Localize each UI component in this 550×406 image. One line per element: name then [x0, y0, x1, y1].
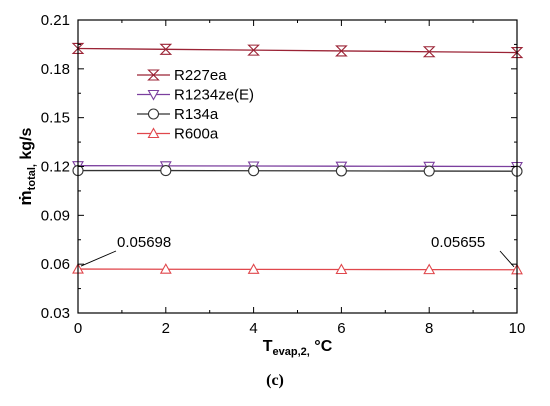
data-point-r134a	[160, 165, 172, 177]
y-axis-label-main: ṁ	[16, 190, 35, 205]
data-point-r134a	[423, 165, 435, 177]
x-tick-label: 2	[162, 320, 170, 337]
y-tick-label: 0.18	[41, 61, 70, 78]
y-tick-label: 0.21	[41, 12, 70, 29]
line-chart: 0 2 4 6 8 10 0.03 0.06 0.09 0.12 0.15 0.18 0.21 0.05…	[16, 12, 526, 358]
data-point-r134a	[335, 165, 347, 177]
x-axis-label: Tevap,2, °C	[263, 338, 333, 358]
y-tick-label: 0.09	[41, 207, 70, 224]
annotation-layer: 0.05698 0.05655	[80, 234, 515, 268]
series-line-r1234ze-e	[77, 165, 518, 168]
annotation-leader-end	[499, 250, 515, 268]
tick-layer: 0 2 4 6 8 10 0.03 0.06 0.09 0.12 0.15 0.18 0.21	[41, 12, 526, 337]
series-line-r600a	[77, 268, 518, 271]
data-point-r600a	[247, 263, 260, 274]
data-point-r227ea	[335, 45, 348, 57]
data-point-r227ea	[422, 46, 436, 58]
legend-label-r227ea: R227ea	[174, 67, 227, 84]
x-axis-label-main: T	[263, 338, 273, 355]
x-tick-label: 10	[509, 320, 526, 337]
y-tick-label: 0.15	[41, 110, 70, 127]
legend-label-r600a: R600a	[174, 126, 219, 143]
data-point-r227ea	[159, 43, 173, 55]
series-line-r227ea	[77, 47, 518, 54]
annotation-leader-start	[80, 250, 117, 267]
x-tick-label: 4	[249, 320, 257, 337]
data-point-r600a	[159, 263, 172, 274]
legend-label-r1234ze-e: R1234ze(E)	[174, 87, 254, 104]
y-axis-label: ṁtotal, kg/s	[16, 127, 38, 205]
y-axis-label-unit: kg/s	[18, 127, 35, 164]
annotation-label-start: 0.05698	[117, 234, 171, 251]
y-tick-label: 0.12	[41, 159, 70, 176]
x-tick-label: 0	[74, 320, 82, 337]
annotation-label-end: 0.05655	[431, 234, 485, 251]
data-point-r600a	[423, 263, 436, 275]
data-point-r134a	[248, 165, 260, 177]
figure-caption: (c)	[266, 372, 284, 389]
legend-marker-r600a	[147, 127, 160, 139]
x-axis-label-unit: °C	[310, 338, 333, 355]
data-point-r227ea	[247, 44, 260, 56]
y-tick-label: 0.03	[41, 305, 70, 322]
x-tick-label: 6	[337, 320, 345, 337]
x-axis-label-sub: evap,2,	[273, 346, 310, 358]
legend-marker-r227ea	[147, 69, 160, 81]
y-tick-label: 0.06	[41, 256, 70, 273]
series-line-r134a	[78, 169, 518, 172]
legend-marker-r1234ze-e	[147, 89, 160, 101]
data-point-r600a	[335, 263, 348, 275]
y-axis-label-sub: total,	[26, 164, 38, 190]
legend-label-r134a: R134a	[174, 106, 219, 123]
x-tick-label: 8	[425, 320, 433, 337]
legend: R227ea R1234ze(E) R134a R600a	[137, 67, 254, 143]
legend-marker-r134a	[147, 108, 160, 120]
